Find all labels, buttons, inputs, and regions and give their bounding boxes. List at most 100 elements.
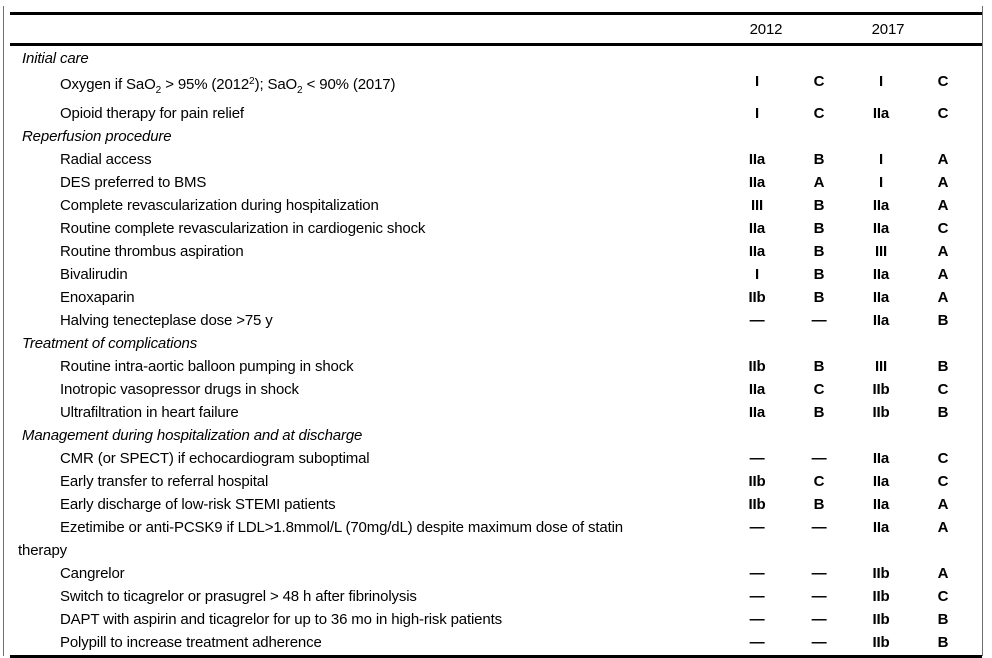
table-row: Early discharge of low-risk STEMI patien… — [10, 493, 982, 516]
cell-2017-loe: C — [937, 220, 949, 237]
cell-2017-loe: B — [937, 358, 949, 375]
cell-2017-class: IIb — [872, 404, 890, 421]
cell-2017-loe: A — [937, 565, 949, 582]
cell-2012-loe: B — [813, 404, 825, 421]
cell-2017-loe: A — [937, 289, 949, 306]
table-body: Initial care Oxygen if SaO2 > 95% (20122)… — [10, 46, 982, 658]
cell-2017-loe: A — [937, 243, 949, 260]
cell-2017-loe: B — [937, 404, 949, 421]
row-label-fragment: Oxygen if SaO — [60, 76, 156, 93]
table-row: Routine thrombus aspiration IIa B III A — [10, 240, 982, 263]
cell-2012-class: I — [754, 105, 760, 122]
cell-2017-loe: A — [937, 266, 949, 283]
cell-2012-loe: B — [813, 243, 825, 260]
row-label: DES preferred to BMS — [60, 174, 207, 191]
cell-2017-class: IIa — [872, 450, 890, 467]
row-label: Switch to ticagrelor or prasugrel > 48 h… — [60, 588, 417, 605]
cell-2012-loe: B — [813, 289, 825, 306]
row-label: Oxygen if SaO2 > 95% (20122); SaO2 < 90%… — [10, 70, 726, 102]
row-label: Radial access — [60, 151, 152, 168]
cell-2017-loe: C — [937, 588, 949, 605]
cell-2012-loe: — — [811, 611, 827, 628]
section-title: Treatment of complications — [22, 335, 198, 352]
row-label-fragment: > 95% (2012 — [161, 76, 250, 93]
row-label: Ezetimibe or anti-PCSK9 if LDL>1.8mmol/L… — [10, 516, 726, 562]
row-label: Opioid therapy for pain relief — [60, 105, 244, 122]
row-label-fragment: 2 — [297, 85, 303, 96]
cell-2012-class: IIb — [748, 289, 766, 306]
cell-2017-loe: C — [937, 473, 949, 490]
row-label-fragment: 2 — [249, 76, 255, 87]
section-header-row: Management during hospitalization and at… — [10, 424, 982, 447]
section-header-row: Initial care — [10, 47, 982, 70]
cell-2012-class: IIa — [748, 174, 766, 191]
row-label: Early transfer to referral hospital — [60, 473, 269, 490]
table-row: Complete revascularization during hospit… — [10, 194, 982, 217]
cell-2017-loe: C — [937, 73, 949, 90]
cell-2017-class: IIb — [872, 611, 890, 628]
cell-2017-loe: A — [937, 197, 949, 214]
table-row: Radial access IIa B I A — [10, 148, 982, 171]
cell-2017-loe: B — [937, 611, 949, 628]
table-row: Oxygen if SaO2 > 95% (20122); SaO2 < 90%… — [10, 70, 982, 102]
row-label: Bivalirudin — [60, 266, 128, 283]
row-label: Inotropic vasopressor drugs in shock — [60, 381, 299, 398]
row-label-fragment: ); SaO — [254, 76, 298, 93]
table-row: Bivalirudin I B IIa A — [10, 263, 982, 286]
row-label: Enoxaparin — [60, 289, 135, 306]
table-row: DAPT with aspirin and ticagrelor for up … — [10, 608, 982, 631]
recommendations-table: 2012 2017 Initial care Oxygen if SaO 2 > 9… — [10, 12, 982, 658]
column-header-2012: 2012 — [749, 20, 783, 38]
table-row: Early transfer to referral hospital IIb C I… — [10, 470, 982, 493]
table-row: Halving tenecteplase dose >75 y — — IIa B — [10, 309, 982, 332]
row-label: DAPT with aspirin and ticagrelor for up … — [60, 611, 502, 628]
cell-2012-class: IIa — [748, 381, 766, 398]
cell-2012-class: I — [754, 266, 760, 283]
cell-2017-loe: A — [937, 151, 949, 168]
cell-2012-class: IIb — [748, 473, 766, 490]
cell-2012-class: — — [749, 519, 765, 536]
column-header-2017: 2017 — [871, 20, 905, 38]
cell-2012-class: — — [749, 634, 765, 651]
cell-2012-class: IIa — [748, 404, 766, 421]
cell-2017-class: IIa — [872, 519, 890, 536]
cell-2017-class: IIa — [872, 289, 890, 306]
table-header-row: 2012 2017 — [10, 15, 982, 46]
cell-2012-loe: — — [811, 565, 827, 582]
cell-2012-loe: B — [813, 358, 825, 375]
cell-2012-loe: B — [813, 151, 825, 168]
cell-2012-class: III — [750, 197, 764, 214]
cell-2017-class: IIa — [872, 496, 890, 513]
row-label: Polypill to increase treatment adherence — [60, 634, 322, 651]
section-title: Reperfusion procedure — [22, 128, 172, 145]
cell-2017-class: III — [874, 358, 888, 375]
table-row: Inotropic vasopressor drugs in shock IIa C… — [10, 378, 982, 401]
cell-2017-loe: B — [937, 312, 949, 329]
table-row: CMR (or SPECT) if echocardiogram subopti… — [10, 447, 982, 470]
cell-2012-loe: — — [811, 588, 827, 605]
cell-2012-loe: B — [813, 266, 825, 283]
row-label: Complete revascularization during hospit… — [60, 197, 379, 214]
cell-2012-loe: C — [813, 105, 825, 122]
cell-2012-class: — — [749, 588, 765, 605]
cell-2012-class: — — [749, 611, 765, 628]
row-label: Routine complete revascularization in ca… — [60, 220, 426, 237]
cell-2012-class: — — [749, 565, 765, 582]
cell-2017-class: III — [874, 243, 888, 260]
cell-2017-loe: C — [937, 381, 949, 398]
cell-2017-class: IIa — [872, 473, 890, 490]
row-label: Routine intra-aortic balloon pumping in … — [60, 358, 354, 375]
cell-2017-class: I — [878, 174, 884, 191]
cell-2017-class: IIa — [872, 197, 890, 214]
cell-2012-class: I — [754, 73, 760, 90]
section-header-row: Reperfusion procedure — [10, 125, 982, 148]
row-label: Routine thrombus aspiration — [60, 243, 244, 260]
cell-2012-class: — — [749, 312, 765, 329]
cell-2017-class: IIa — [872, 266, 890, 283]
table-row: Polypill to increase treatment adherence… — [10, 631, 982, 654]
section-title: Management during hospitalization and at… — [22, 427, 363, 444]
table-row: Opioid therapy for pain relief I C IIa C — [10, 102, 982, 125]
cell-2012-class: IIa — [748, 151, 766, 168]
cell-2012-class: IIb — [748, 496, 766, 513]
cell-2012-class: IIa — [748, 243, 766, 260]
